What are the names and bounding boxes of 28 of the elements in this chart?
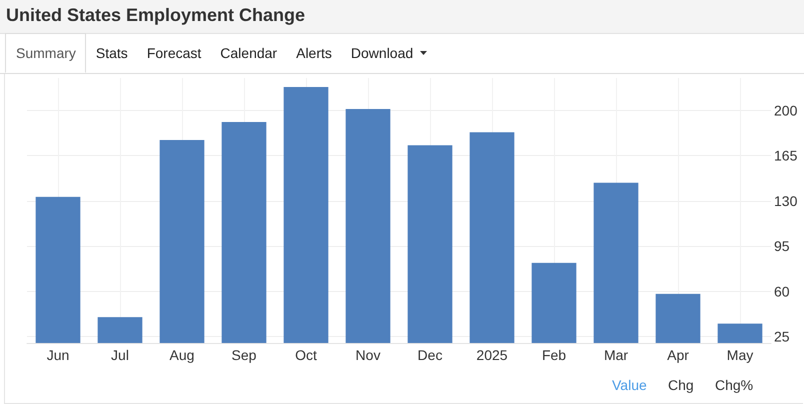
x-tick-label: Feb [542,347,566,363]
y-tick-label: 95 [774,238,790,254]
x-tick-label: Sep [232,347,257,363]
y-tick-label: 60 [774,283,790,300]
y-tick-label: 25 [774,328,790,345]
x-tick-label: Apr [667,347,690,363]
tab: Summary [5,33,86,73]
text: Calendar [220,45,278,61]
x-tick-label: 2025 [476,347,508,363]
x-tick-label: Jun [46,347,70,363]
x-tick-label: Jul [111,347,129,363]
y-tick-label: 165 [774,148,798,164]
text: Forecast [146,45,202,61]
x-tick-label: Nov [356,347,380,363]
text: Alerts [296,45,332,61]
x-tick-label: Oct [295,347,317,363]
text: Value [612,377,647,393]
y-tick-label: 200 [774,102,798,118]
text: Chg [668,377,694,393]
x-tick-label: Mar [604,347,628,363]
text: Stats [96,45,128,61]
x-tick-label: Aug [170,347,194,363]
x-tick-label: Dec [418,347,442,363]
chart-title: United States Employment Change [6,5,306,26]
text: Chg% [715,377,754,393]
y-tick-label: 130 [774,192,798,209]
text: Download [350,45,414,61]
x-tick-label: May [726,347,754,363]
